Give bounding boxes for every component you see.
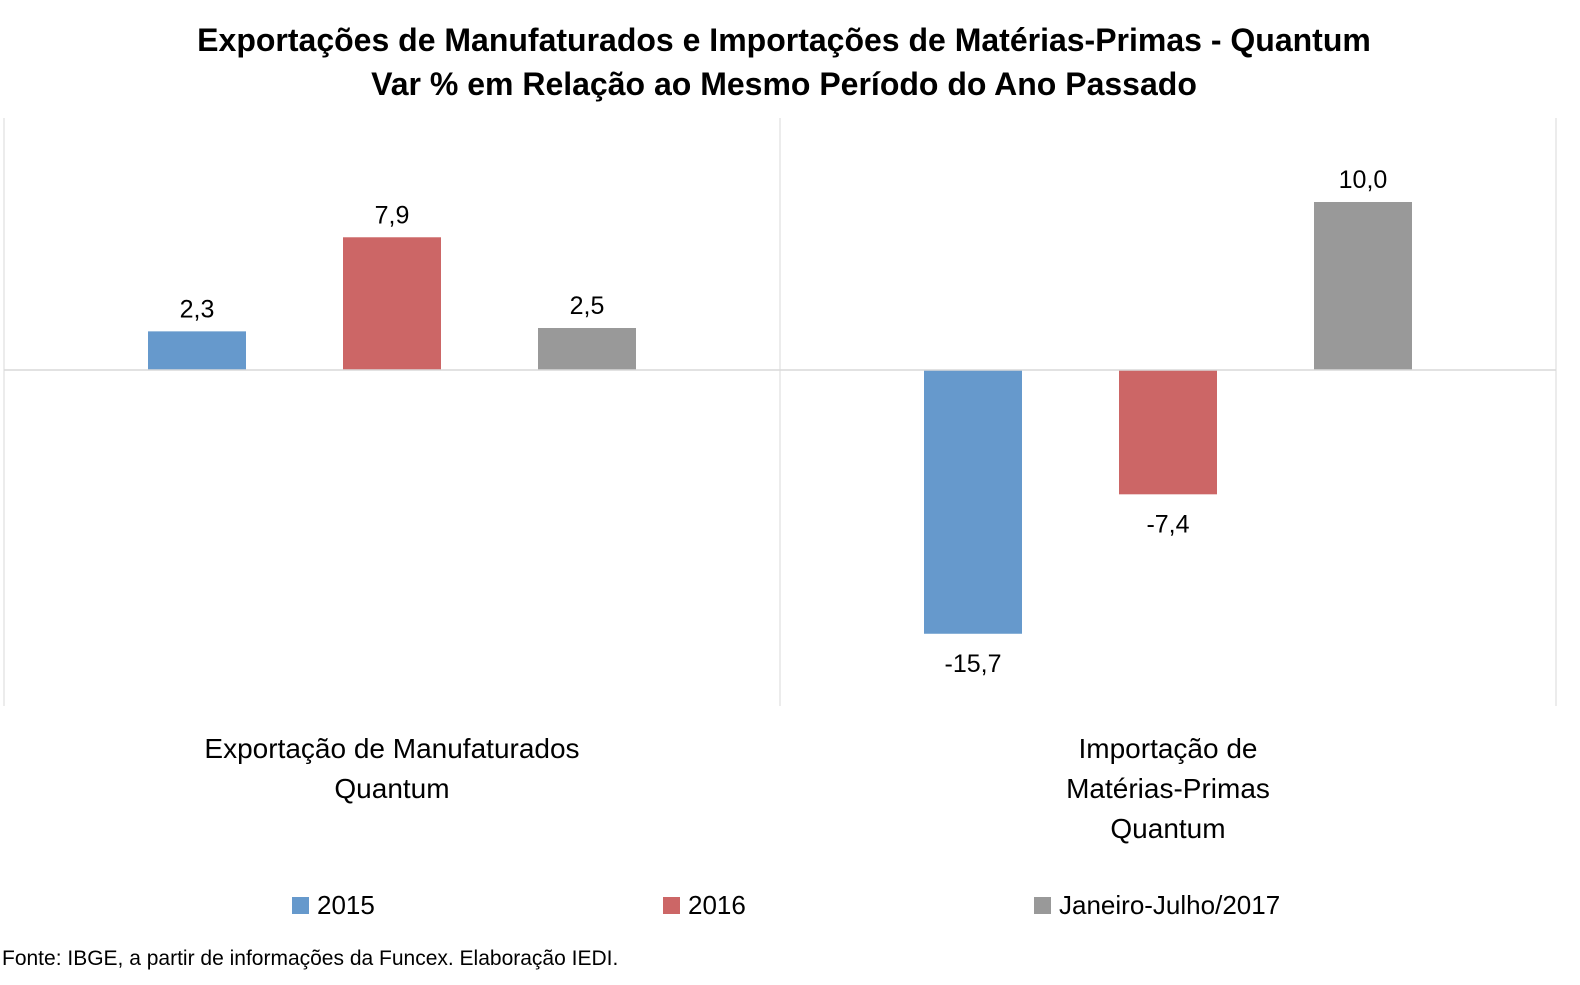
bar-janeiro-julho-2017-1 [1314, 202, 1412, 370]
data-label: 10,0 [1339, 166, 1388, 194]
legend-label-2015: 2015 [317, 889, 375, 920]
bar-2016-0 [343, 237, 441, 370]
chart-subtitle: Var % em Relação ao Mesmo Período do Ano… [371, 66, 1197, 102]
data-label: -15,7 [945, 650, 1002, 678]
legend-item-2015: 2015 [292, 888, 375, 922]
legend-swatch-2017 [1034, 896, 1051, 914]
data-label: 2,3 [180, 295, 215, 323]
chart-title: Exportações de Manufaturados e Importaçõ… [197, 22, 1371, 58]
category-label: Exportação de Manufaturados [204, 733, 579, 764]
bar-2015-0 [148, 331, 246, 370]
bar-2016-1 [1119, 370, 1217, 495]
legend-label-2017: Janeiro-Julho/2017 [1059, 889, 1281, 920]
bar-chart: 2,3 7,9 2,5 Exportação de Manufaturados Quan… [3, 118, 1557, 844]
legend-swatch-2016 [663, 896, 680, 914]
legend-item-2016: 2016 [663, 888, 746, 922]
bar-2015-1 [924, 370, 1022, 634]
category-label: Importação de [1079, 733, 1258, 764]
source-note: Fonte: IBGE, a partir de informações da … [2, 947, 619, 970]
data-label: 7,9 [375, 201, 410, 229]
legend-item-2017: Janeiro-Julho/2017 [1034, 888, 1280, 922]
category-label: Quantum [334, 773, 449, 804]
bar-janeiro-julho-2017-0 [538, 328, 636, 370]
data-label: 2,5 [570, 292, 605, 320]
legend-swatch-2015 [292, 896, 309, 914]
category-label: Matérias-Primas [1066, 773, 1270, 804]
data-label: -7,4 [1146, 510, 1189, 538]
category-label: Quantum [1110, 813, 1225, 844]
legend-label-2016: 2016 [688, 889, 746, 920]
